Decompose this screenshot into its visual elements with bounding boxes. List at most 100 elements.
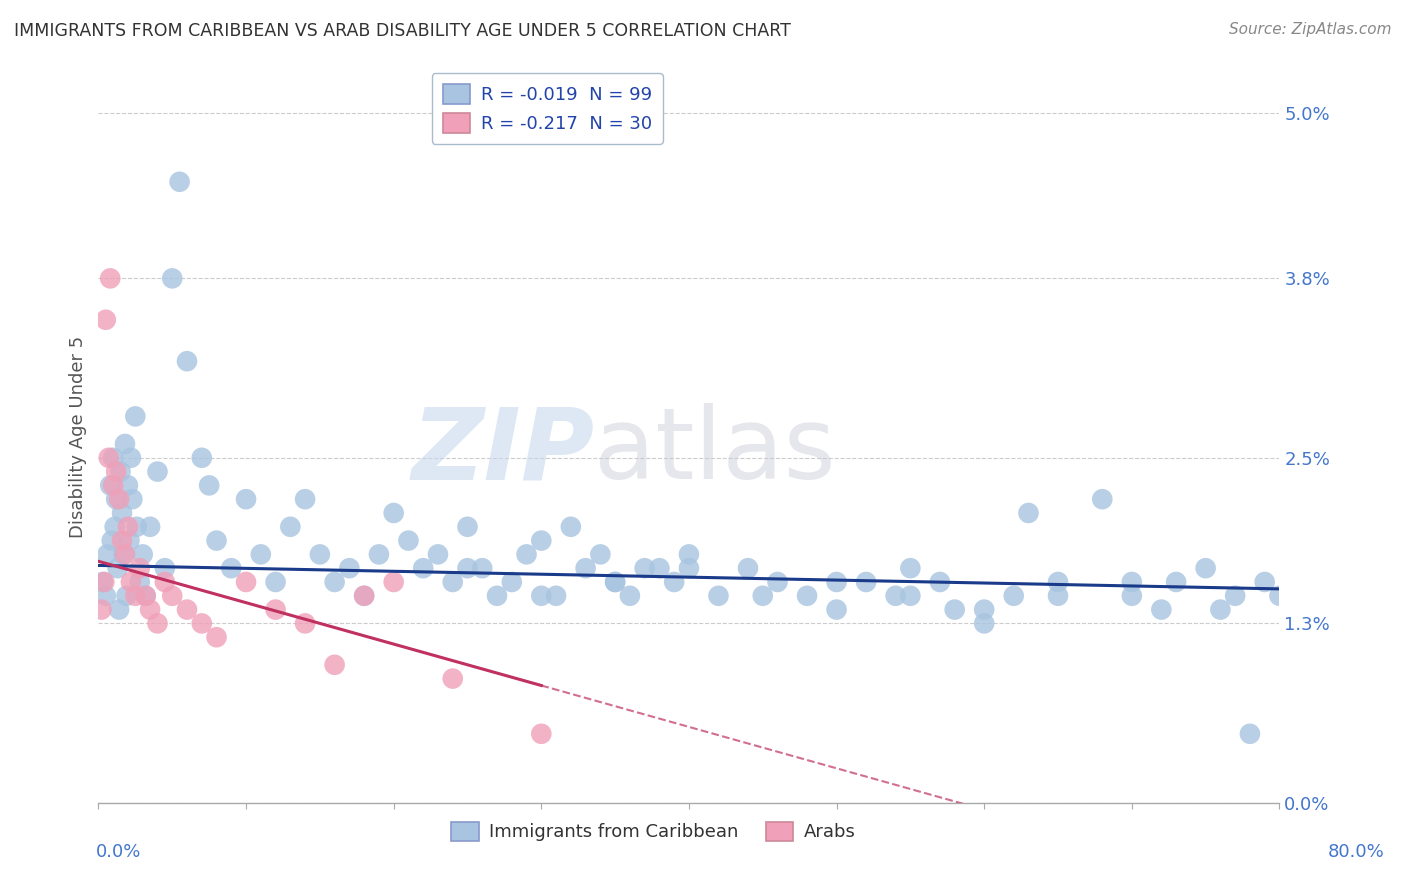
Point (162, 271, 183, 285)
Point (1239, 727, 1261, 741)
Point (125, 520, 148, 534)
Point (128, 574, 150, 589)
Point (900, 589, 922, 603)
Point (634, 561, 657, 575)
Point (235, 492, 257, 507)
Point (205, 533, 228, 548)
Point (91, 574, 114, 589)
Point (486, 589, 509, 603)
Point (117, 478, 139, 492)
Point (855, 574, 877, 589)
Point (1091, 492, 1114, 507)
Point (398, 533, 420, 548)
Point (97, 450, 120, 465)
Point (1018, 506, 1040, 520)
Point (737, 561, 759, 575)
Point (114, 548, 136, 562)
Point (205, 630, 228, 644)
Point (124, 409, 146, 424)
Point (176, 354, 198, 368)
Point (120, 450, 142, 465)
Text: 0.0%: 0.0% (96, 843, 141, 861)
Point (108, 492, 131, 507)
Point (546, 589, 568, 603)
Point (441, 672, 464, 686)
Point (471, 561, 494, 575)
Point (112, 548, 135, 562)
Point (221, 561, 243, 575)
Point (339, 561, 361, 575)
Point (589, 548, 612, 562)
Point (752, 589, 775, 603)
Point (323, 574, 346, 589)
Point (530, 533, 553, 548)
Point (104, 520, 127, 534)
Point (135, 589, 157, 603)
Point (382, 506, 405, 520)
Point (530, 727, 553, 741)
Text: atlas: atlas (595, 403, 837, 500)
Point (353, 589, 375, 603)
Point (973, 602, 995, 616)
Point (98, 478, 121, 492)
Point (382, 574, 405, 589)
Text: IMMIGRANTS FROM CARIBBEAN VS ARAB DISABILITY AGE UNDER 5 CORRELATION CHART: IMMIGRANTS FROM CARIBBEAN VS ARAB DISABI… (14, 22, 792, 40)
Point (96, 548, 118, 562)
Point (117, 520, 139, 534)
Point (619, 589, 641, 603)
Point (100, 533, 122, 548)
Point (94, 589, 117, 603)
Point (146, 616, 169, 631)
Point (605, 574, 627, 589)
Point (1002, 589, 1025, 603)
Point (501, 574, 523, 589)
Point (139, 520, 162, 534)
Point (153, 561, 176, 575)
Point (235, 574, 257, 589)
Point (118, 533, 141, 548)
Point (796, 589, 818, 603)
Point (1254, 574, 1277, 589)
Text: 80.0%: 80.0% (1329, 843, 1385, 861)
Point (294, 492, 316, 507)
Point (108, 602, 131, 616)
Point (139, 602, 162, 616)
Point (169, 175, 191, 189)
Point (575, 561, 598, 575)
Point (294, 616, 316, 631)
Point (105, 492, 128, 507)
Point (111, 506, 134, 520)
Point (530, 589, 553, 603)
Point (605, 574, 627, 589)
Point (103, 450, 125, 465)
Point (110, 465, 132, 479)
Point (368, 548, 391, 562)
Point (128, 561, 150, 575)
Point (1121, 574, 1143, 589)
Point (943, 602, 966, 616)
Point (111, 533, 134, 548)
Point (309, 548, 332, 562)
Point (900, 561, 922, 575)
Point (825, 574, 848, 589)
Point (973, 616, 995, 631)
Point (441, 574, 464, 589)
Point (115, 589, 138, 603)
Legend: Immigrants from Caribbean, Arabs: Immigrants from Caribbean, Arabs (444, 814, 863, 848)
Point (766, 574, 789, 589)
Point (135, 589, 157, 603)
Point (1047, 574, 1070, 589)
Point (250, 548, 273, 562)
Point (98, 271, 121, 285)
Point (825, 602, 848, 616)
Point (929, 574, 952, 589)
Point (1225, 589, 1247, 603)
Y-axis label: Disability Age Under 5: Disability Age Under 5 (69, 336, 87, 538)
Point (121, 492, 143, 507)
Point (516, 548, 538, 562)
Point (427, 548, 450, 562)
Point (457, 520, 479, 534)
Point (1195, 561, 1218, 575)
Point (132, 548, 155, 562)
Point (114, 437, 136, 451)
